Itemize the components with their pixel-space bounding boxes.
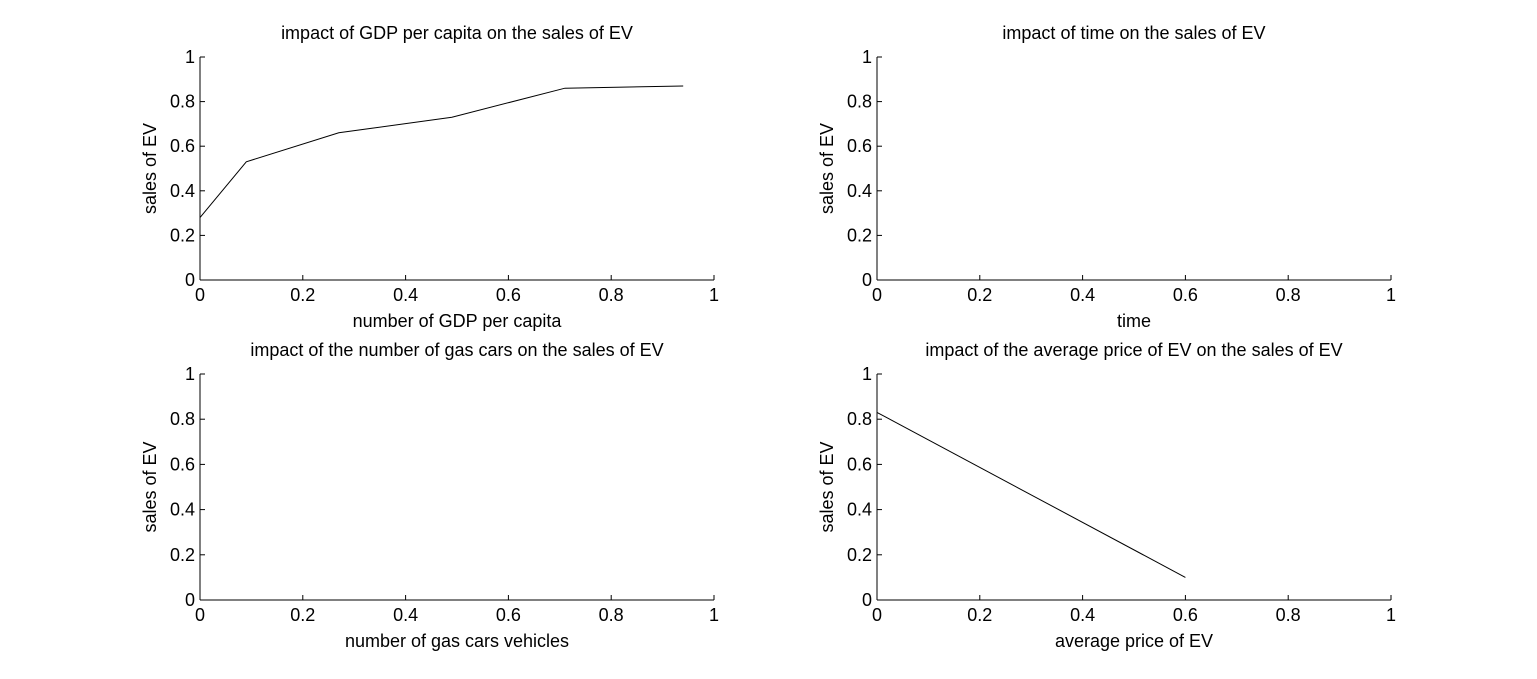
x-tick-label: 0.6 bbox=[496, 285, 521, 305]
y-tick-label: 0 bbox=[185, 270, 195, 290]
x-axis-label: time bbox=[1117, 311, 1151, 331]
y-axis-label: sales of EV bbox=[817, 441, 837, 532]
y-tick-label: 0.4 bbox=[170, 181, 195, 201]
y-tick-label: 0.8 bbox=[847, 409, 872, 429]
x-tick-label: 0.8 bbox=[1276, 285, 1301, 305]
x-tick-label: 0.8 bbox=[599, 285, 624, 305]
y-axis-label: sales of EV bbox=[817, 123, 837, 214]
y-tick-label: 0.6 bbox=[847, 136, 872, 156]
y-axis-label: sales of EV bbox=[140, 441, 160, 532]
y-tick-label: 0.8 bbox=[170, 92, 195, 112]
y-tick-label: 1 bbox=[185, 47, 195, 67]
x-tick-label: 0.6 bbox=[1173, 605, 1198, 625]
x-tick-label: 0 bbox=[195, 285, 205, 305]
x-tick-label: 0.4 bbox=[393, 605, 418, 625]
x-axis-label: number of GDP per capita bbox=[353, 311, 563, 331]
x-tick-label: 0 bbox=[195, 605, 205, 625]
subplot-1: 0 0.2 0.4 0.6 0.8 1 0 0.2 0.4 0.6 0.8 1 impact of GD… bbox=[140, 23, 719, 331]
y-tick-label: 0.2 bbox=[847, 225, 872, 245]
y-tick-label: 0.4 bbox=[170, 500, 195, 520]
y-tick-label: 0.6 bbox=[170, 454, 195, 474]
x-tick-label: 0.2 bbox=[967, 285, 992, 305]
x-axis-label: average price of EV bbox=[1055, 631, 1213, 651]
y-tick-label: 1 bbox=[185, 364, 195, 384]
y-tick-label: 0.2 bbox=[170, 225, 195, 245]
chart-title: impact of the average price of EV on the… bbox=[925, 340, 1342, 360]
x-tick-label: 1 bbox=[709, 605, 719, 625]
x-axis-label: number of gas cars vehicles bbox=[345, 631, 569, 651]
x-tick-label: 0.8 bbox=[599, 605, 624, 625]
x-tick-label: 0.6 bbox=[496, 605, 521, 625]
x-tick-label: 0.2 bbox=[967, 605, 992, 625]
y-tick-label: 0.2 bbox=[847, 545, 872, 565]
x-tick-label: 0.4 bbox=[1070, 605, 1095, 625]
x-tick-label: 0.4 bbox=[1070, 285, 1095, 305]
subplot-3: 0 0.2 0.4 0.6 0.8 1 0 0.2 0.4 0.6 0.8 1 impact of th… bbox=[140, 340, 719, 651]
x-tick-label: 0.2 bbox=[290, 285, 315, 305]
y-tick-label: 0.8 bbox=[170, 409, 195, 429]
y-tick-label: 0 bbox=[862, 590, 872, 610]
y-tick-label: 1 bbox=[862, 47, 872, 67]
series-line bbox=[876, 411, 1186, 578]
y-tick-label: 0 bbox=[862, 270, 872, 290]
x-tick-label: 0.2 bbox=[290, 605, 315, 625]
series-line bbox=[199, 85, 684, 218]
x-tick-label: 1 bbox=[709, 285, 719, 305]
subplot-4: 0 0.2 0.4 0.6 0.8 1 0 0.2 0.4 0.6 0.8 1 impact of th… bbox=[817, 340, 1396, 651]
x-tick-label: 0.4 bbox=[393, 285, 418, 305]
y-tick-label: 0.6 bbox=[847, 454, 872, 474]
x-tick-label: 1 bbox=[1386, 605, 1396, 625]
chart-title: impact of GDP per capita on the sales of… bbox=[281, 23, 633, 43]
subplot-2: 0 0.2 0.4 0.6 0.8 1 0 0.2 0.4 0.6 0.8 1 impact of ti… bbox=[817, 23, 1396, 331]
chart-title: impact of time on the sales of EV bbox=[1002, 23, 1265, 43]
y-tick-label: 0.6 bbox=[170, 136, 195, 156]
x-tick-label: 0 bbox=[872, 285, 882, 305]
y-tick-label: 0.4 bbox=[847, 181, 872, 201]
y-tick-label: 0.4 bbox=[847, 500, 872, 520]
x-tick-label: 0 bbox=[872, 605, 882, 625]
x-tick-label: 0.6 bbox=[1173, 285, 1198, 305]
chart-title: impact of the number of gas cars on the … bbox=[250, 340, 663, 360]
y-tick-label: 1 bbox=[862, 364, 872, 384]
y-tick-label: 0 bbox=[185, 590, 195, 610]
y-axis-label: sales of EV bbox=[140, 123, 160, 214]
x-tick-label: 0.8 bbox=[1276, 605, 1301, 625]
x-tick-label: 1 bbox=[1386, 285, 1396, 305]
y-tick-label: 0.8 bbox=[847, 92, 872, 112]
y-tick-label: 0.2 bbox=[170, 545, 195, 565]
